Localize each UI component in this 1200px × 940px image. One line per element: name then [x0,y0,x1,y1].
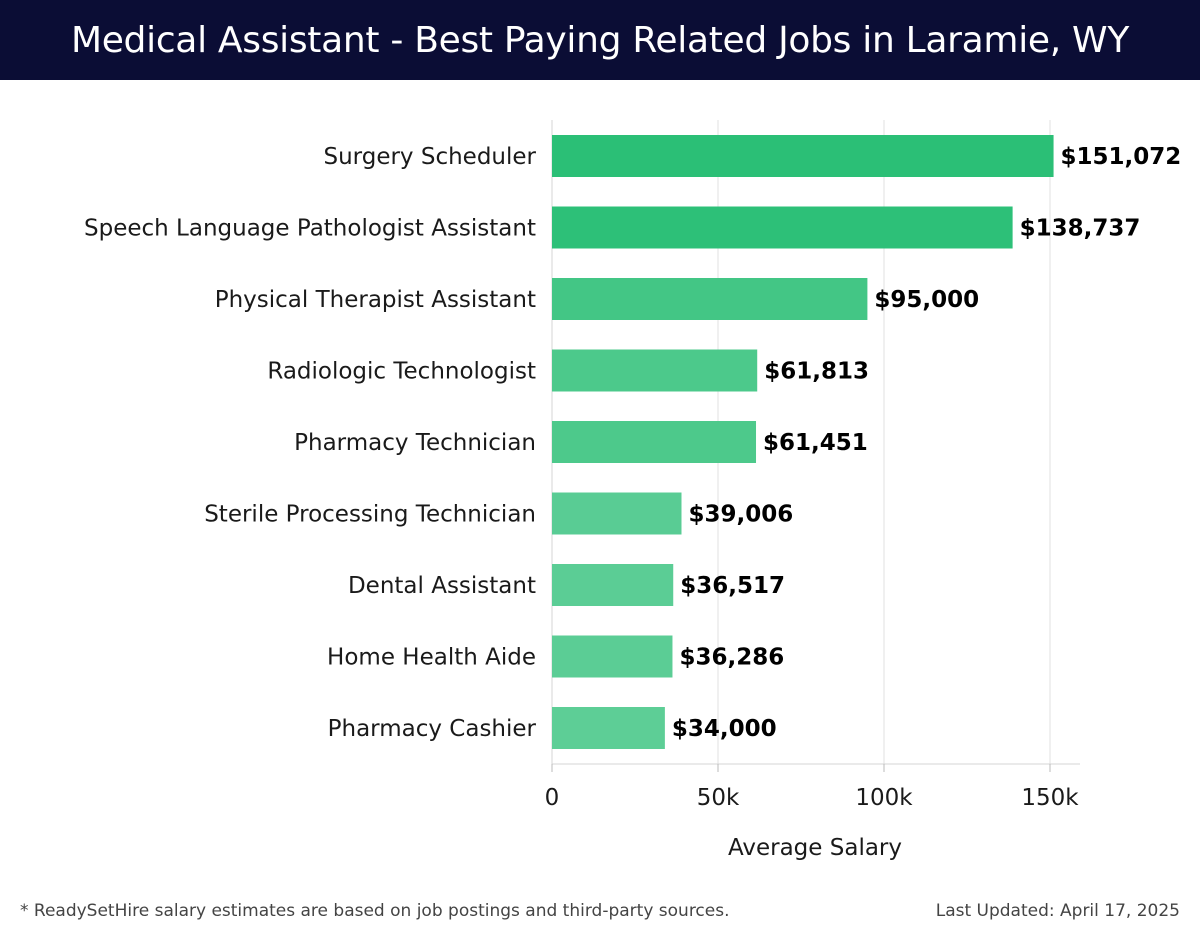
value-label-8: $34,000 [672,716,777,742]
x-axis-label: Average Salary [728,835,902,861]
x-tick-label-0: 0 [545,785,560,811]
category-label-3: Radiologic Technologist [267,359,536,385]
value-label-6: $36,517 [680,573,785,599]
last-updated: Last Updated: April 17, 2025 [935,901,1180,921]
category-label-8: Pharmacy Cashier [328,716,537,742]
x-tick-label-1: 50k [697,785,740,811]
value-label-5: $39,006 [688,502,793,528]
value-label-3: $61,813 [764,359,869,385]
value-label-4: $61,451 [763,430,868,456]
bar-2 [552,278,868,320]
bar-1 [552,206,1013,249]
salary-bar-chart: Surgery Scheduler $151,072 Speech Language… [84,120,1182,861]
value-label-0: $151,072 [1061,144,1182,170]
bar-4 [552,421,757,463]
bar-6 [552,564,674,606]
category-label-0: Surgery Scheduler [323,144,536,170]
category-label-7: Home Health Aide [327,645,536,671]
bar-7 [552,635,673,678]
page-title: Medical Assistant - Best Paying Related … [70,19,1130,61]
bar-0 [552,135,1054,177]
header-bar: Medical Assistant - Best Paying Related … [0,0,1200,80]
x-tick-label-3: 150k [1021,785,1079,811]
category-label-1: Speech Language Pathologist Assistant [84,216,536,242]
value-label-2: $95,000 [874,287,979,313]
value-label-1: $138,737 [1020,216,1141,242]
bar-8 [552,707,665,749]
footer-note: * ReadySetHire salary estimates are base… [20,901,730,921]
bar-3 [552,349,758,392]
category-label-6: Dental Assistant [348,573,536,599]
category-label-2: Physical Therapist Assistant [215,287,536,313]
category-label-5: Sterile Processing Technician [204,502,536,528]
bar-5 [552,492,682,535]
x-tick-label-2: 100k [855,785,913,811]
category-label-4: Pharmacy Technician [294,430,536,456]
value-label-7: $36,286 [679,645,784,671]
